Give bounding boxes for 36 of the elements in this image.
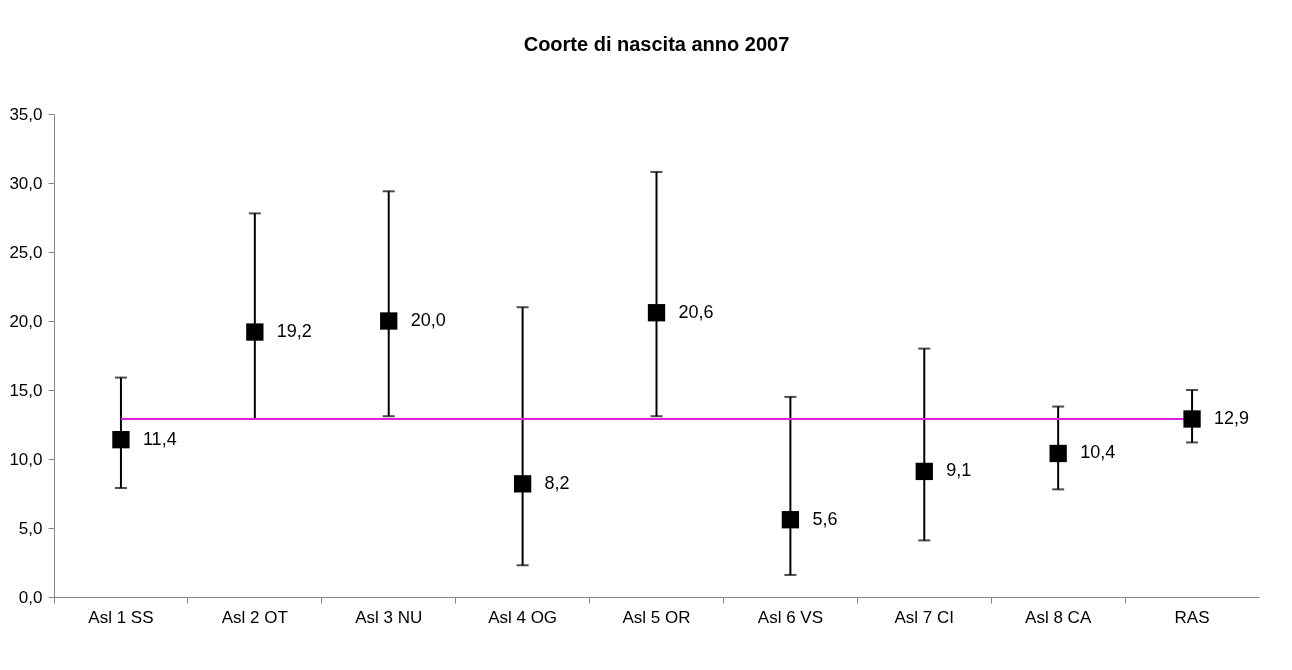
data-label: 5,6 bbox=[812, 508, 838, 529]
data-label: 8,2 bbox=[544, 472, 570, 493]
point bbox=[647, 304, 666, 322]
x-tick-label: Asl 7 CI bbox=[894, 607, 955, 627]
x-tick-label: Asl 8 CA bbox=[1025, 607, 1092, 627]
x-tick-label: Asl 3 NU bbox=[355, 607, 423, 627]
x-tick-label: RAS bbox=[1174, 607, 1210, 627]
chart-title: Coorte di nascita anno 2007 bbox=[523, 33, 790, 55]
point bbox=[380, 312, 398, 330]
point bbox=[1183, 410, 1201, 428]
point bbox=[246, 323, 264, 341]
y-tick-label: 35,0 bbox=[9, 104, 43, 124]
data-label: 20,0 bbox=[410, 310, 446, 330]
y-tick-label: 20,0 bbox=[9, 311, 43, 331]
data-label: 12,9 bbox=[1214, 407, 1250, 428]
point bbox=[112, 431, 130, 449]
x-tick-label: Asl 5 OR bbox=[622, 607, 691, 627]
point bbox=[513, 475, 532, 493]
point bbox=[915, 462, 933, 481]
point bbox=[781, 511, 800, 529]
data-label: 9,1 bbox=[946, 460, 972, 481]
x-tick-label: Asl 1 SS bbox=[88, 607, 154, 627]
y-tick-label: 30,0 bbox=[9, 173, 43, 193]
data-label: 19,2 bbox=[276, 321, 312, 342]
x-tick-label: Asl 4 OG bbox=[488, 607, 558, 627]
y-tick-label: 10,0 bbox=[9, 449, 43, 469]
x-tick-label: Asl 6 VS bbox=[757, 607, 823, 627]
data-label: 11,4 bbox=[142, 428, 177, 449]
data-label: 10,4 bbox=[1080, 442, 1116, 463]
y-tick-label: 25,0 bbox=[9, 242, 43, 262]
y-tick-label: 15,0 bbox=[9, 380, 43, 400]
point bbox=[1049, 444, 1067, 463]
data-label: 20,6 bbox=[678, 301, 714, 322]
x-tick-label: Asl 2 OT bbox=[221, 607, 288, 627]
y-tick-label: 0,0 bbox=[18, 587, 43, 607]
y-tick-label: 5,0 bbox=[18, 518, 43, 538]
